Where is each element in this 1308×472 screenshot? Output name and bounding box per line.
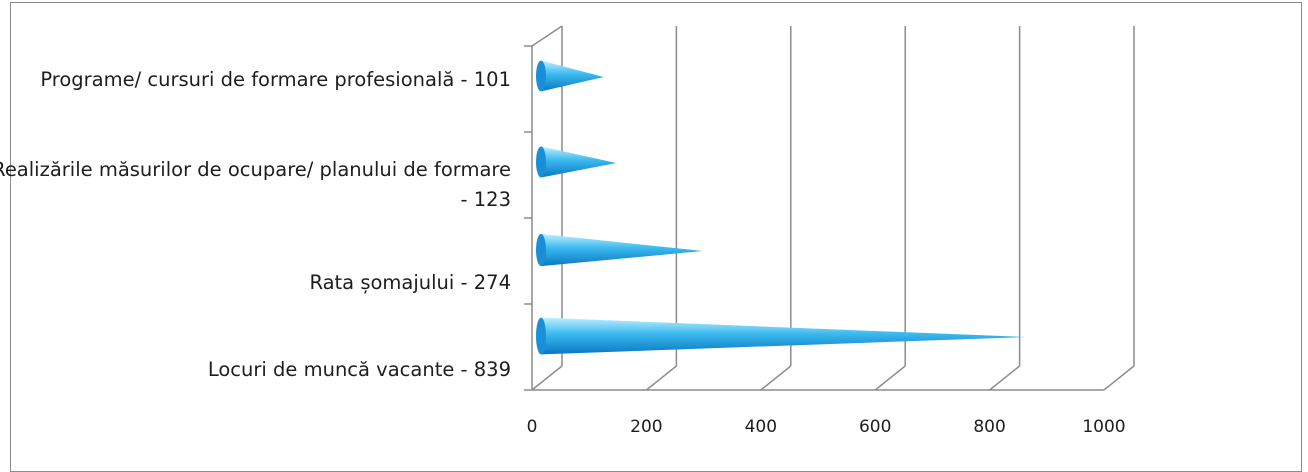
bar-cone-body: [541, 146, 617, 178]
gridline-floor: [760, 365, 792, 391]
category-label-programe: Programe/ cursuri de formare profesional…: [40, 68, 511, 91]
chart-plot: 0 200 400 600 800 1000: [524, 25, 1135, 437]
gridline-floor: [989, 365, 1021, 391]
x-tick-label: 800: [973, 417, 1005, 437]
bar-cone-base: [536, 146, 546, 178]
gridline-floor: [531, 365, 563, 391]
gridline-floor: [874, 365, 906, 391]
category-label-rata-somajului: Rata șomajului - 274: [309, 271, 511, 294]
bar-cone-base: [536, 60, 546, 92]
x-tick-label: 200: [630, 417, 662, 437]
gridline-floor: [645, 365, 677, 391]
bar-cone-body: [541, 233, 703, 267]
gridline-floor: [1103, 365, 1135, 391]
x-tick-label: 400: [745, 417, 777, 437]
bar-cone-base: [536, 317, 546, 355]
bar-cone-body: [541, 317, 1026, 355]
category-label-realizarile: Realizările măsurilor de ocupare/ planul…: [0, 158, 511, 211]
bar-1: [536, 60, 604, 92]
x-tick-label: 600: [859, 417, 891, 437]
bar-cone-body: [541, 60, 604, 92]
wall-edge: [531, 25, 563, 47]
category-label-locuri-de-munca: Locuri de muncă vacante - 839: [207, 358, 511, 381]
x-tick-label: 1000: [1082, 417, 1125, 437]
bar-cone-base: [536, 233, 546, 267]
bar-2: [536, 146, 617, 178]
x-tick-label: 0: [527, 417, 538, 437]
bar-4: [536, 317, 1026, 355]
bar-3: [536, 233, 703, 267]
